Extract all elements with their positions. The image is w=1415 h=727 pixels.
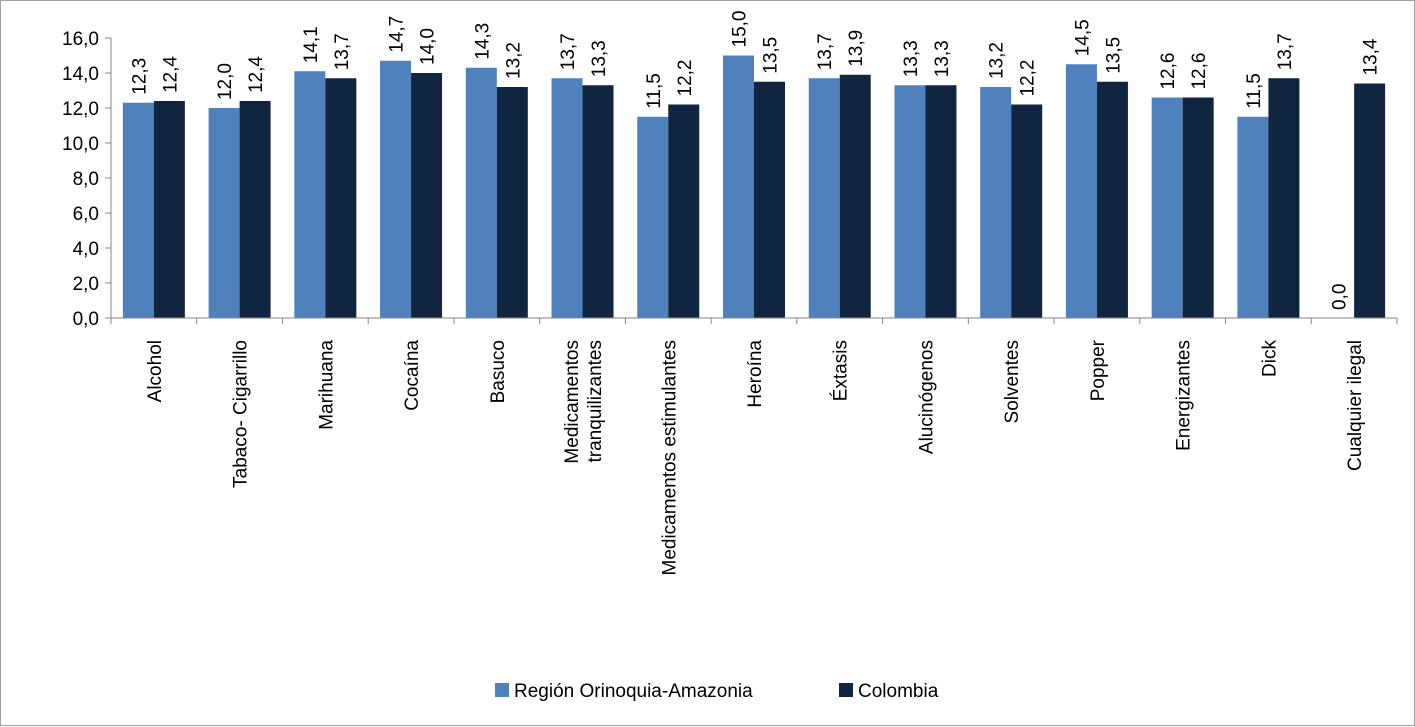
category-label: Alcohol [145, 340, 166, 402]
data-label: 13,7 [1275, 33, 1296, 70]
y-tick-label: 0,0 [73, 309, 99, 330]
y-tick-label: 16,0 [62, 29, 99, 50]
bar-region [1237, 116, 1269, 318]
category-label: Cualquier ilegal [1345, 340, 1366, 471]
bar-colombia [1096, 81, 1128, 318]
data-label: 14,3 [472, 23, 493, 60]
bar-region [208, 108, 240, 318]
category-label: Medicamentos estimulantes [659, 340, 680, 576]
bar-region [551, 78, 583, 318]
bar-colombia [1182, 97, 1214, 318]
data-label: 13,2 [987, 42, 1008, 79]
data-label: 13,4 [1361, 38, 1382, 75]
category-label: Medicamentos [562, 340, 583, 464]
bar-colombia [1268, 78, 1300, 318]
bar-region [122, 102, 154, 318]
data-label: 0,0 [1330, 284, 1351, 310]
category-label: Cocaína [402, 340, 423, 411]
data-label: 13,9 [846, 30, 867, 67]
data-label: 11,5 [1244, 73, 1265, 109]
data-label: 13,2 [503, 42, 524, 79]
legend-label-colombia: Colombia [858, 681, 939, 702]
y-tick-label: 8,0 [73, 169, 99, 190]
y-tick-label: 6,0 [73, 204, 99, 225]
data-label: 12,6 [1158, 53, 1179, 90]
bar-region [808, 78, 840, 318]
data-label: 13,5 [761, 37, 782, 74]
category-label: Energizantes [1174, 340, 1195, 451]
data-label: 12,0 [215, 63, 236, 100]
category-label: Tabaco- Cigarrillo [231, 340, 252, 488]
bar-region [637, 116, 669, 318]
bar-region [294, 71, 326, 318]
bar-region [1065, 64, 1097, 318]
y-tick-label: 12,0 [62, 99, 99, 120]
bar-colombia [153, 101, 185, 318]
y-tick-label: 2,0 [73, 274, 99, 295]
bar-region [980, 87, 1012, 318]
bar-region [894, 85, 926, 318]
bar-region [380, 60, 412, 318]
data-label: 11,5 [644, 73, 665, 109]
data-label: 14,0 [418, 28, 439, 65]
data-label: 12,2 [1018, 60, 1039, 97]
bar-colombia [1011, 104, 1043, 318]
y-tick-label: 4,0 [73, 239, 99, 260]
y-tick-label: 10,0 [62, 134, 99, 155]
bar-colombia [839, 74, 871, 318]
bar-colombia [496, 87, 528, 318]
data-label: 13,7 [815, 33, 836, 70]
data-label: 15,0 [730, 11, 751, 48]
data-label: 14,1 [301, 26, 322, 63]
data-label: 12,6 [1189, 53, 1210, 90]
data-label: 13,3 [901, 40, 922, 77]
bar-region [723, 55, 754, 318]
bar-region [1151, 97, 1183, 318]
bar-colombia [582, 85, 614, 318]
category-label: Heroína [745, 340, 766, 408]
bar-colombia [668, 104, 700, 318]
category-label: Alucinógenos [916, 340, 937, 454]
data-label: 13,7 [558, 33, 579, 70]
data-label: 13,5 [1103, 37, 1124, 74]
data-label: 12,2 [675, 60, 696, 97]
data-label: 13,3 [589, 40, 610, 77]
bar-region [465, 67, 497, 318]
data-label: 13,7 [332, 33, 353, 70]
data-label: 12,3 [129, 58, 150, 95]
category-label: Marihuana [316, 340, 337, 430]
bar-colombia [1354, 83, 1386, 318]
data-label: 12,4 [246, 56, 267, 93]
data-label: 12,4 [160, 56, 181, 93]
category-label: Dick [1259, 340, 1280, 377]
bar-colombia [925, 85, 957, 318]
data-label: 13,3 [932, 40, 953, 77]
category-label: Solventes [1002, 340, 1023, 423]
category-label: tranquilizantes [585, 340, 606, 463]
bar-colombia [411, 73, 443, 318]
legend-swatch-colombia [839, 683, 853, 697]
category-label: Popper [1088, 339, 1109, 401]
category-label: Basuco [488, 340, 509, 403]
legend-label-region: Región Orinoquia-Amazonia [514, 681, 753, 702]
bar-colombia [325, 78, 357, 318]
y-tick-label: 14,0 [62, 64, 99, 85]
bar-colombia [754, 81, 785, 318]
bar-colombia [239, 101, 271, 318]
data-label: 14,5 [1072, 19, 1093, 56]
category-label: Éxtasis [831, 340, 852, 401]
legend-swatch-region [495, 683, 509, 697]
data-label: 14,7 [387, 16, 408, 53]
